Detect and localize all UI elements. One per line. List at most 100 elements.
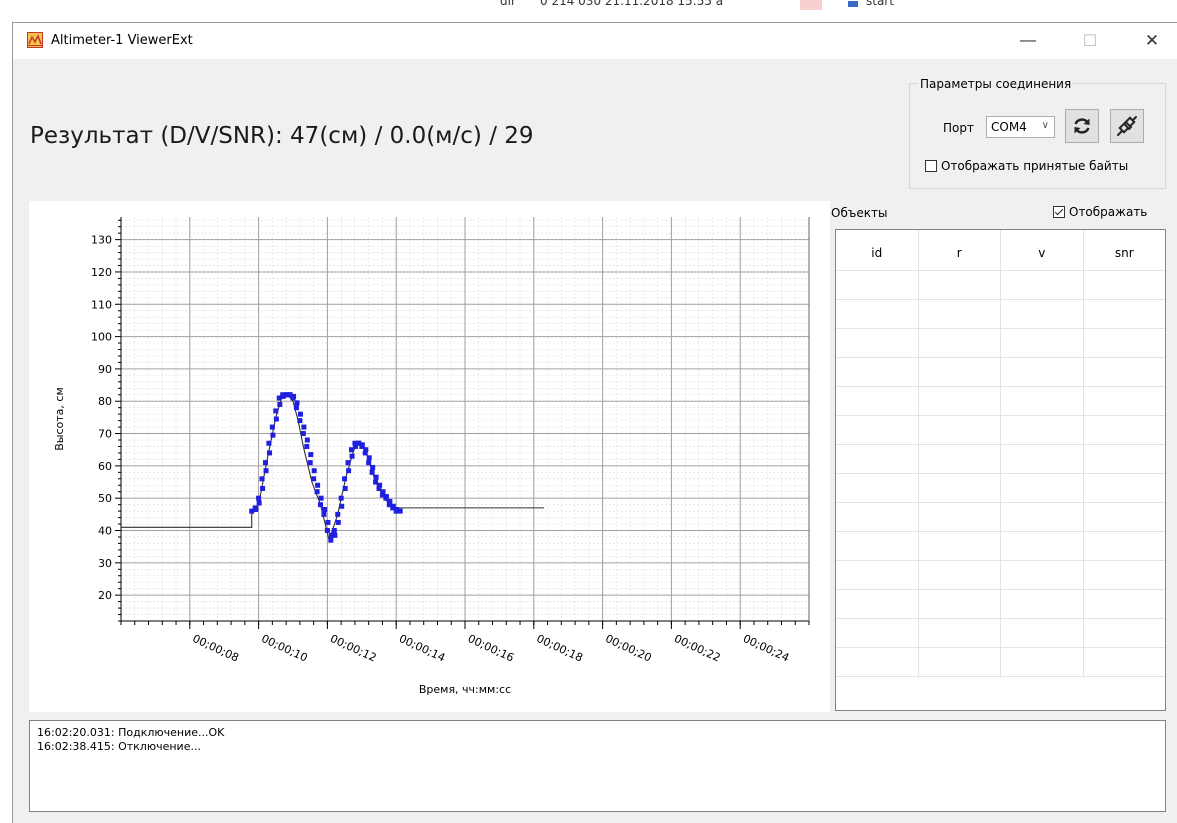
series-point <box>249 508 255 514</box>
table-cell[interactable] <box>1001 445 1084 473</box>
series-point <box>269 424 275 430</box>
table-cell[interactable] <box>836 329 919 357</box>
table-row[interactable] <box>836 590 1165 619</box>
table-cell[interactable] <box>1084 416 1166 444</box>
table-cell[interactable] <box>919 358 1001 386</box>
maximize-button[interactable]: ☐ <box>1067 23 1113 59</box>
table-cell[interactable] <box>1084 561 1166 589</box>
series-point <box>256 495 262 501</box>
table-row[interactable] <box>836 445 1165 474</box>
series-point <box>386 502 392 508</box>
series-point <box>352 443 358 449</box>
table-cell[interactable] <box>1001 561 1084 589</box>
table-cell[interactable] <box>836 387 919 415</box>
table-cell[interactable] <box>919 300 1001 328</box>
table-cell[interactable] <box>1001 532 1084 560</box>
table-cell[interactable] <box>919 590 1001 618</box>
table-cell[interactable] <box>836 416 919 444</box>
minimize-button[interactable]: — <box>1005 23 1051 59</box>
table-cell[interactable] <box>919 387 1001 415</box>
port-select[interactable]: COM4 ∨ <box>986 116 1055 138</box>
table-cell[interactable] <box>1001 329 1084 357</box>
log-panel[interactable]: 16:02:20.031: Подключение...OK 16:02:38.… <box>29 720 1166 812</box>
series-point <box>266 440 272 446</box>
table-row[interactable] <box>836 329 1165 358</box>
table-cell[interactable] <box>919 619 1001 647</box>
table-cell[interactable] <box>919 561 1001 589</box>
table-cell[interactable] <box>1001 387 1084 415</box>
table-cell[interactable] <box>1084 329 1166 357</box>
table-row[interactable] <box>836 532 1165 561</box>
table-cell[interactable] <box>919 271 1001 299</box>
table-cell[interactable] <box>1084 532 1166 560</box>
table-cell[interactable] <box>836 532 919 560</box>
table-cell[interactable] <box>836 648 919 676</box>
title-bar[interactable]: Altimeter-1 ViewerExt — ☐ ✕ <box>13 23 1177 59</box>
show-objects-checkbox[interactable]: Отображать <box>1053 205 1147 219</box>
table-cell[interactable] <box>836 590 919 618</box>
table-row[interactable] <box>836 619 1165 648</box>
connect-button[interactable] <box>1110 109 1144 143</box>
series-point <box>352 440 358 446</box>
table-cell[interactable] <box>919 474 1001 502</box>
table-row[interactable] <box>836 648 1165 677</box>
table-cell[interactable] <box>836 445 919 473</box>
checkbox-square[interactable] <box>925 160 937 172</box>
table-row[interactable] <box>836 503 1165 532</box>
y-tick-label: 120 <box>91 266 112 279</box>
table-cell[interactable] <box>1084 503 1166 531</box>
table-cell[interactable] <box>919 648 1001 676</box>
table-cell[interactable] <box>919 532 1001 560</box>
close-button[interactable]: ✕ <box>1129 23 1175 59</box>
series-point <box>332 532 338 538</box>
table-cell[interactable] <box>836 271 919 299</box>
table-row[interactable] <box>836 474 1165 503</box>
column-header-id[interactable]: id <box>836 230 919 270</box>
column-header-v[interactable]: v <box>1001 230 1084 270</box>
table-cell[interactable] <box>1084 271 1166 299</box>
table-cell[interactable] <box>1001 619 1084 647</box>
table-cell[interactable] <box>919 445 1001 473</box>
series-point <box>307 460 313 466</box>
show-bytes-checkbox[interactable]: Отображать принятые байты <box>925 159 1128 173</box>
table-cell[interactable] <box>919 329 1001 357</box>
table-cell[interactable] <box>836 474 919 502</box>
table-cell[interactable] <box>1001 648 1084 676</box>
table-cell[interactable] <box>1001 503 1084 531</box>
refresh-button[interactable] <box>1065 109 1099 143</box>
table-cell[interactable] <box>1084 387 1166 415</box>
series-point <box>376 485 382 491</box>
column-header-r[interactable]: r <box>919 230 1001 270</box>
checkbox-square[interactable] <box>1053 206 1065 218</box>
table-cell[interactable] <box>1084 619 1166 647</box>
maximize-icon: ☐ <box>1082 33 1098 50</box>
table-cell[interactable] <box>836 300 919 328</box>
table-cell[interactable] <box>919 416 1001 444</box>
table-cell[interactable] <box>1084 590 1166 618</box>
table-cell[interactable] <box>919 503 1001 531</box>
table-cell[interactable] <box>1001 271 1084 299</box>
table-cell[interactable] <box>1001 358 1084 386</box>
table-row[interactable] <box>836 416 1165 445</box>
table-cell[interactable] <box>1084 358 1166 386</box>
column-header-snr[interactable]: snr <box>1114 246 1134 260</box>
table-row[interactable] <box>836 387 1165 416</box>
table-cell[interactable] <box>1001 416 1084 444</box>
table-row[interactable] <box>836 271 1165 300</box>
table-cell[interactable] <box>836 358 919 386</box>
table-cell[interactable] <box>1001 300 1084 328</box>
table-cell[interactable] <box>836 503 919 531</box>
table-row[interactable] <box>836 561 1165 590</box>
table-cell[interactable] <box>1084 648 1166 676</box>
objects-table[interactable]: id r v snr <box>835 229 1166 711</box>
table-cell[interactable] <box>1084 474 1166 502</box>
table-cell[interactable] <box>1001 590 1084 618</box>
table-cell[interactable] <box>836 561 919 589</box>
table-cell[interactable] <box>836 619 919 647</box>
table-row[interactable] <box>836 300 1165 329</box>
table-row[interactable] <box>836 358 1165 387</box>
y-tick-label: 20 <box>98 589 112 602</box>
table-cell[interactable] <box>1084 300 1166 328</box>
table-cell[interactable] <box>1084 445 1166 473</box>
table-cell[interactable] <box>1001 474 1084 502</box>
